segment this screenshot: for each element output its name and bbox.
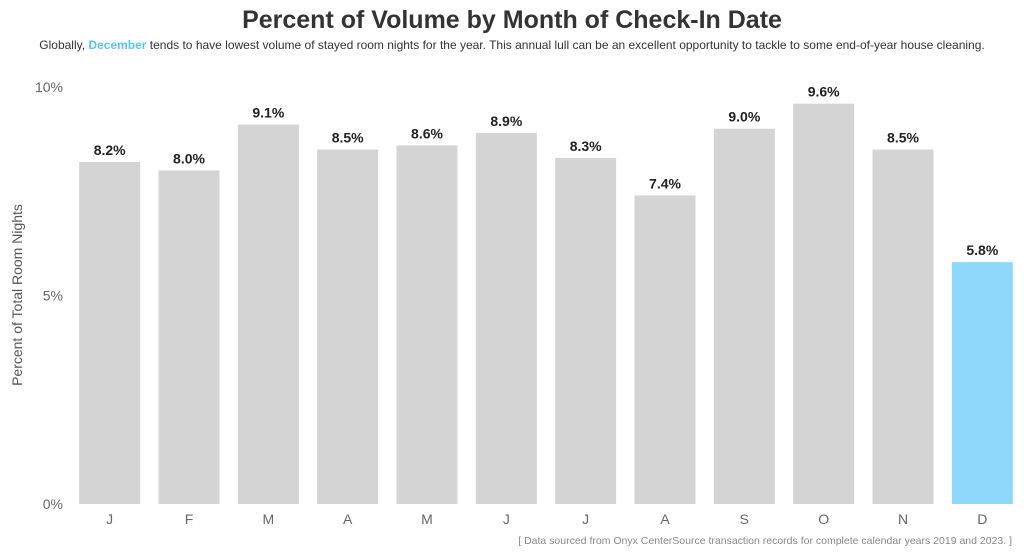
y-tick-label: 0% xyxy=(43,496,63,512)
x-tick-label: N xyxy=(898,511,908,527)
bar xyxy=(475,132,537,504)
x-tick-label: J xyxy=(582,511,589,527)
x-tick-label: F xyxy=(185,511,194,527)
bars-group xyxy=(79,103,1013,505)
x-tick-label: J xyxy=(106,511,113,527)
x-tick-label: S xyxy=(740,511,749,527)
bar-value-label: 8.2% xyxy=(94,142,126,158)
x-tick-label: J xyxy=(503,511,510,527)
subtitle-highlight: December xyxy=(88,38,147,52)
x-tick-label: M xyxy=(421,511,433,527)
bar xyxy=(317,149,379,505)
value-labels-group: 8.2% 8.0% 9.1% 8.5% 8.6% 8.9% 8.3% 7.4% 9.0% 9.6%… xyxy=(94,84,999,258)
bar-value-label: 8.9% xyxy=(490,113,522,129)
x-tick-label: D xyxy=(977,511,987,527)
bar xyxy=(555,157,617,504)
x-tick-label: A xyxy=(660,511,670,527)
y-axis-label: Percent of Total Room Nights xyxy=(9,204,25,386)
bar-value-label: 8.5% xyxy=(332,130,364,146)
source-note: [ Data sourced from Onyx CenterSource tr… xyxy=(518,535,1012,547)
x-tick-label: M xyxy=(262,511,274,527)
bar-value-label: 7.4% xyxy=(649,175,681,191)
subtitle-prefix: Globally, xyxy=(39,38,89,52)
subtitle-suffix: tends to have lowest volume of stayed ro… xyxy=(146,38,985,52)
bar xyxy=(793,103,855,505)
bar-value-label: 9.6% xyxy=(808,84,840,100)
chart-title: Percent of Volume by Month of Check-In D… xyxy=(242,6,782,34)
y-tick-label: 5% xyxy=(43,288,63,304)
chart-subtitle: Globally, December tends to have lowest … xyxy=(0,38,1024,52)
bar xyxy=(872,149,934,505)
y-tick-label: 10% xyxy=(35,79,63,95)
bar-value-label: 9.0% xyxy=(728,109,760,125)
bar-value-label: 8.3% xyxy=(570,138,602,154)
bar-value-label: 8.6% xyxy=(411,125,443,141)
x-tick-label: O xyxy=(818,511,829,527)
bar xyxy=(951,262,1013,504)
bar xyxy=(79,162,141,504)
x-tick-label: A xyxy=(343,511,353,527)
bar xyxy=(713,128,775,504)
bar-value-label: 9.1% xyxy=(252,105,284,121)
bar xyxy=(396,145,458,504)
bar-value-label: 5.8% xyxy=(966,242,998,258)
bar-value-label: 8.5% xyxy=(887,130,919,146)
y-axis-ticks: 0% 5% 10% xyxy=(35,79,63,512)
bar-value-label: 8.0% xyxy=(173,150,205,166)
bar xyxy=(634,195,696,505)
bar xyxy=(237,124,299,504)
bar xyxy=(158,170,220,504)
